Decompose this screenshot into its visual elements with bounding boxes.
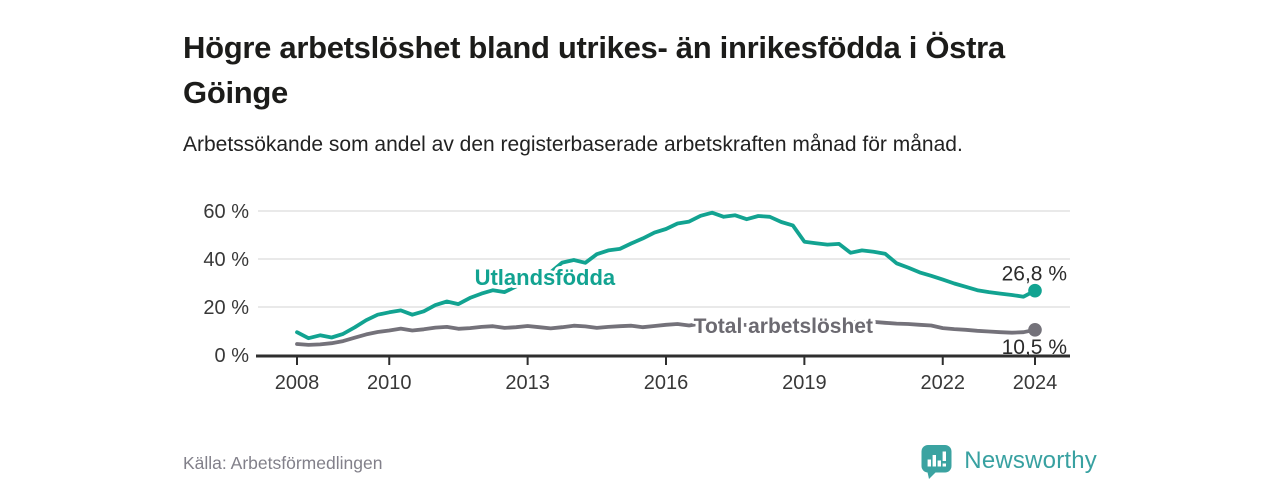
y-axis-label: 20 % <box>203 297 249 319</box>
value-label-total-arbetsloshet: 10,5 % <box>1002 336 1067 359</box>
bar-chart-speech-bubble-icon <box>921 445 952 479</box>
y-axis-label: 0 % <box>215 345 250 367</box>
series-label-total-arbetsloshet: Total arbetslöshet <box>694 315 873 338</box>
grid-lines <box>258 210 1070 308</box>
x-axis-label: 2022 <box>921 372 966 394</box>
bar-medium-icon <box>937 460 942 467</box>
x-axis-label: 2016 <box>644 372 689 394</box>
speech-bubble-tail <box>927 470 939 479</box>
line-utlandsfodda <box>295 210 1037 341</box>
value-label-utlandsfodda: 26,8 % <box>1002 263 1067 286</box>
axes: 0 % 20 % 40 % 60 % 2008 2010 2013 2016 2019 2022 2… <box>203 201 1070 394</box>
x-axis-label: 2008 <box>275 372 320 394</box>
annotations: Utlandsfödda 26,8 % Total arbetslöshet 10,5… <box>472 262 1067 359</box>
line-total-arbetsloshet <box>295 319 1037 347</box>
x-axis-label: 2024 <box>1013 372 1058 394</box>
source-credit: Källa: Arbetsförmedlingen <box>183 453 383 473</box>
y-axis-label: 40 % <box>203 249 249 271</box>
exclamation-bar-icon <box>942 451 947 461</box>
y-axis-label: 60 % <box>203 201 249 223</box>
bar-tall-icon <box>932 455 937 467</box>
x-axis-label: 2019 <box>782 372 827 394</box>
brand-name: Newsworthy <box>964 447 1097 474</box>
series-lines <box>295 210 1042 347</box>
speech-bubble-body <box>921 445 952 473</box>
chart-subtitle: Arbetssökande som andel av den registerb… <box>183 133 963 156</box>
page-title: Högre arbetslöshet bland utrikes- än inr… <box>183 29 1005 110</box>
x-axis-label: 2013 <box>505 372 550 394</box>
end-dot-utlandsfodda <box>1028 283 1042 298</box>
series-label-utlandsfodda: Utlandsfödda <box>475 265 616 290</box>
newsworthy-brand: Newsworthy <box>919 443 1097 479</box>
x-axis-label: 2010 <box>367 372 412 394</box>
exclamation-dot-icon <box>942 463 947 467</box>
end-dot-total-arbetsloshet <box>1028 323 1042 337</box>
bar-small-icon <box>927 459 932 467</box>
